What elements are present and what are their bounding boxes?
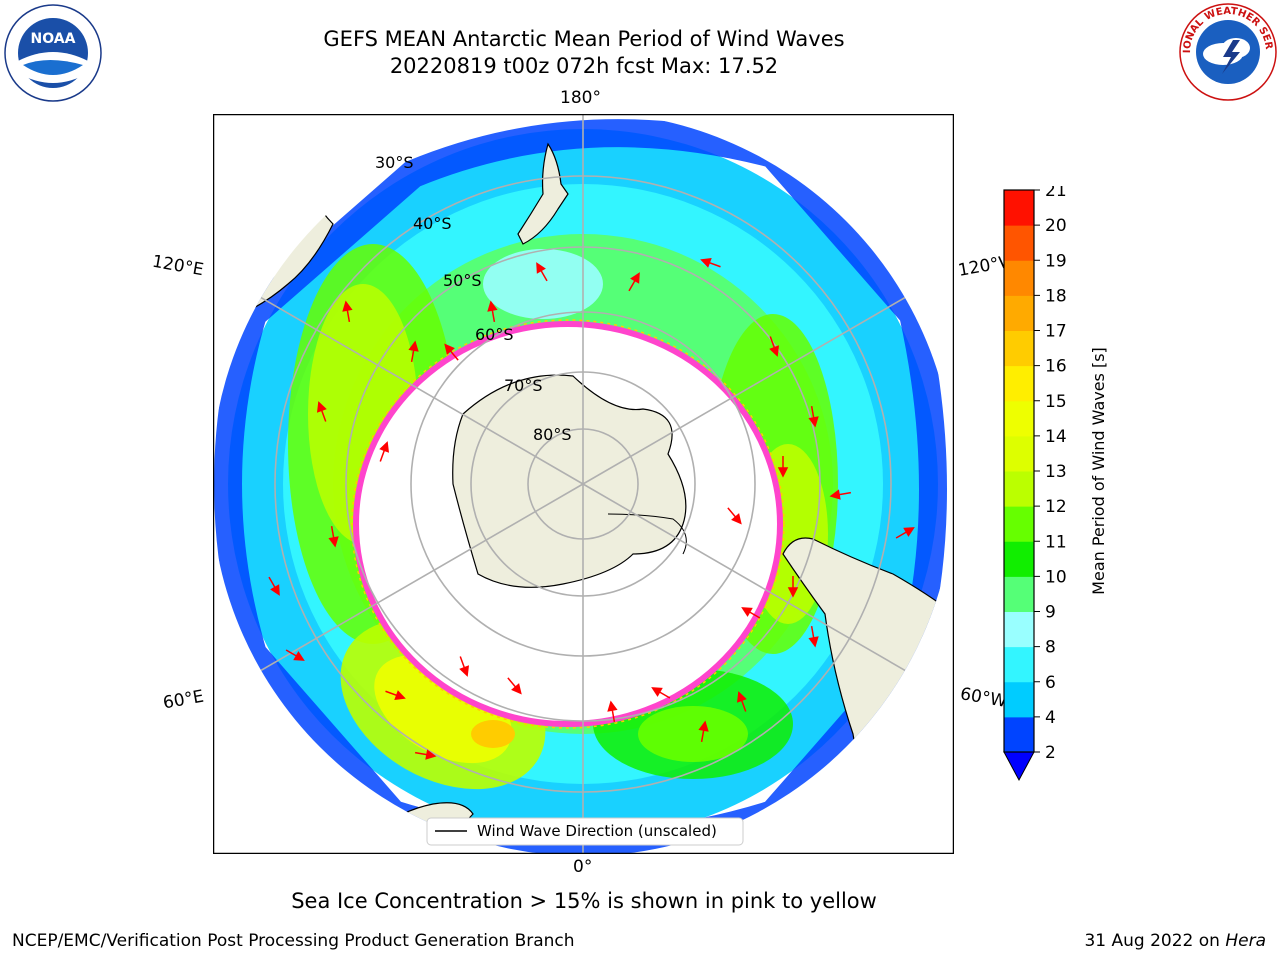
colorbar-swatch <box>1004 295 1034 331</box>
colorbar-swatch <box>1004 471 1034 507</box>
wave-period-field <box>213 114 954 854</box>
footer-date: 31 Aug 2022 on Hera <box>1084 931 1266 951</box>
lat-label-30s: 30°S <box>375 153 414 172</box>
colorbar-tick-label: 18 <box>1045 286 1067 306</box>
colorbar-tick-label: 10 <box>1045 567 1067 587</box>
colorbar-tick-label: 9 <box>1045 603 1056 623</box>
footer-machine: Hera <box>1225 931 1266 951</box>
colorbar-tick-label: 6 <box>1045 673 1056 693</box>
colorbar-swatch <box>1004 506 1034 542</box>
lat-label-40s: 40°S <box>413 214 452 233</box>
new-zealand-landmass <box>517 142 569 245</box>
colorbar-tick-label: 11 <box>1045 532 1067 552</box>
noaa-logo-text: NOAA <box>31 31 76 47</box>
colorbar-ticks: 2 4 6 8 9 10 11 12 13 14 15 16 17 18 19 20 21 <box>1034 186 1067 763</box>
chart-subtitle: 20220819 t00z 072h fcst Max: 17.52 <box>389 54 779 78</box>
colorbar-swatch <box>1004 365 1034 402</box>
colorbar-swatch <box>1004 576 1034 612</box>
colorbar-tick-label: 16 <box>1045 357 1067 377</box>
legend-label: Wind Wave Direction (unscaled) <box>477 822 717 840</box>
colorbar-tick-label: 8 <box>1045 638 1056 658</box>
nws-logo: NATIONAL WEATHER SERVICE <box>1178 2 1277 101</box>
lat-label-80s: 80°S <box>533 425 572 444</box>
footer-organization: NCEP/EMC/Verification Post Processing Pr… <box>12 931 575 951</box>
chart-title: GEFS MEAN Antarctic Mean Period of Wind … <box>323 27 845 51</box>
legend: Wind Wave Direction (unscaled) <box>426 817 744 846</box>
antarctica-landmass <box>452 374 687 588</box>
colorbar-swatch <box>1004 260 1034 296</box>
colorbar-swatches <box>1004 190 1034 753</box>
colorbar-swatch <box>1004 611 1034 648</box>
map-panel: 30°S 40°S 50°S 60°S 70°S 80°S Wind Wave … <box>213 114 954 854</box>
colorbar-tick-label: 4 <box>1045 708 1056 728</box>
colorbar-extend-triangle <box>1003 751 1035 782</box>
colorbar-swatch <box>1004 716 1034 753</box>
colorbar-tick-label: 20 <box>1045 216 1067 236</box>
colorbar-swatch <box>1004 225 1034 261</box>
lon-label-180: 180° <box>560 88 601 108</box>
sea-ice-caption: Sea Ice Concentration > 15% is shown in … <box>291 889 877 913</box>
lon-label-120e: 120°E <box>150 251 206 281</box>
lat-label-50s: 50°S <box>443 271 482 290</box>
colorbar-swatch <box>1004 541 1034 577</box>
colorbar-swatch <box>1004 646 1034 683</box>
footer-date-text: 31 Aug 2022 on <box>1084 931 1226 951</box>
graticule <box>213 114 954 854</box>
lat-label-60s: 60°S <box>475 325 514 344</box>
lon-label-0: 0° <box>573 857 593 877</box>
colorbar-tick-label: 13 <box>1045 462 1067 482</box>
colorbar-swatch <box>1004 330 1034 367</box>
colorbar-swatch <box>1004 190 1034 226</box>
colorbar-tick-label: 2 <box>1045 743 1056 763</box>
noaa-logo: NOAA <box>4 4 102 102</box>
colorbar-tick-label: 21 <box>1045 186 1067 201</box>
colorbar-tick-label: 15 <box>1045 392 1067 412</box>
colorbar-label: Mean Period of Wind Waves [s] <box>1089 347 1108 595</box>
colorbar: 2 4 6 8 9 10 11 12 13 14 15 16 17 18 19 20 21 Mean Perio… <box>1003 186 1108 782</box>
colorbar-swatch <box>1004 435 1034 472</box>
lon-label-60e: 60°E <box>161 686 206 714</box>
lat-label-70s: 70°S <box>504 376 543 395</box>
wind-wave-arrows <box>268 257 915 760</box>
colorbar-tick-label: 19 <box>1045 251 1067 271</box>
colorbar-swatch <box>1004 681 1034 718</box>
colorbar-tick-label: 17 <box>1045 322 1067 342</box>
colorbar-tick-label: 14 <box>1045 427 1067 447</box>
colorbar-tick-label: 12 <box>1045 497 1067 517</box>
colorbar-swatch <box>1004 400 1034 437</box>
